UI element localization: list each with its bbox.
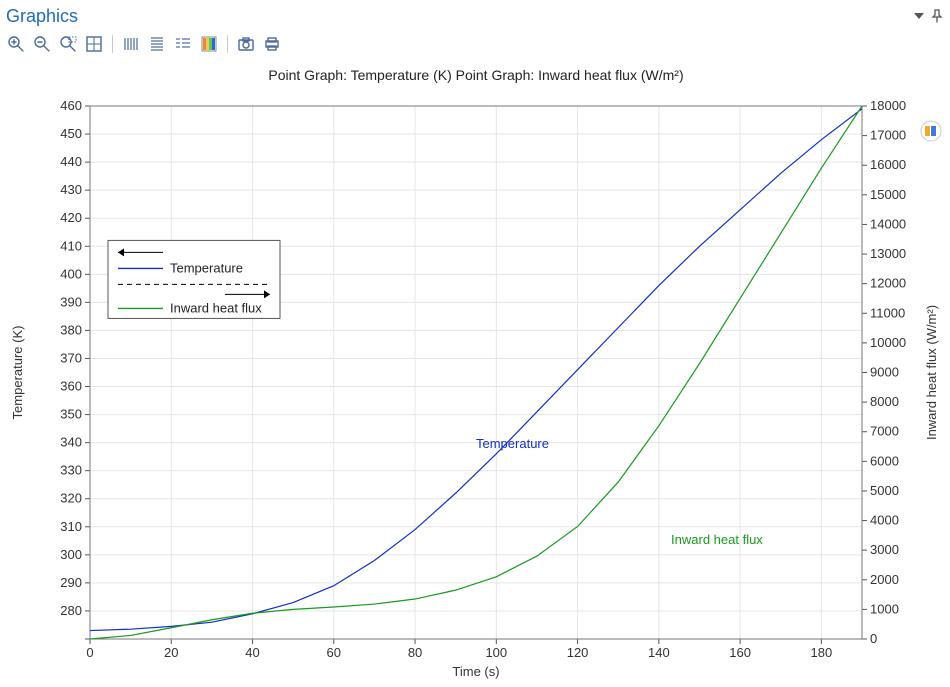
yright-tick-label: 10000 bbox=[870, 335, 906, 350]
yleft-tick-label: 330 bbox=[60, 463, 82, 478]
yleft-tick-label: 320 bbox=[60, 491, 82, 506]
series-annotation: Temperature bbox=[476, 436, 549, 451]
yleft-tick-label: 350 bbox=[60, 407, 82, 422]
titlebar-controls bbox=[914, 9, 944, 23]
graphics-panel: Graphics Point Graph: Temperature (K) Po… bbox=[0, 0, 950, 687]
x-tick-label: 40 bbox=[245, 645, 259, 660]
panel-title: Graphics bbox=[6, 6, 78, 27]
panel-pin-icon[interactable] bbox=[930, 9, 944, 23]
yright-tick-label: 14000 bbox=[870, 216, 906, 231]
yleft-tick-label: 300 bbox=[60, 547, 82, 562]
yright-tick-label: 17000 bbox=[870, 128, 906, 143]
panel-menu-arrow-icon[interactable] bbox=[914, 11, 924, 21]
yright-tick-label: 5000 bbox=[870, 483, 899, 498]
series-annotation: Inward heat flux bbox=[671, 532, 763, 547]
x-tick-label: 140 bbox=[648, 645, 670, 660]
x-axis-label: Time (s) bbox=[452, 664, 499, 679]
yright-tick-label: 12000 bbox=[870, 276, 906, 291]
yright-tick-label: 7000 bbox=[870, 424, 899, 439]
yright-tick-label: 0 bbox=[870, 631, 877, 646]
chart-canvas: Point Graph: Temperature (K) Point Graph… bbox=[0, 58, 950, 687]
x-tick-label: 120 bbox=[567, 645, 589, 660]
zoom-extents-icon[interactable] bbox=[82, 33, 106, 55]
color-table-icon[interactable] bbox=[197, 33, 221, 55]
yleft-tick-label: 440 bbox=[60, 154, 82, 169]
toolbar-separator bbox=[112, 35, 113, 53]
yleft-tick-label: 380 bbox=[60, 322, 82, 337]
yleft-tick-label: 430 bbox=[60, 182, 82, 197]
yleft-tick-label: 450 bbox=[60, 126, 82, 141]
yright-tick-label: 18000 bbox=[870, 98, 906, 113]
show-legends-icon[interactable] bbox=[171, 33, 195, 55]
yleft-axis-label: Temperature (K) bbox=[10, 326, 25, 420]
yright-tick-label: 1000 bbox=[870, 601, 899, 616]
yleft-tick-label: 280 bbox=[60, 603, 82, 618]
yleft-tick-label: 360 bbox=[60, 379, 82, 394]
panel-titlebar: Graphics bbox=[0, 0, 950, 30]
zoom-out-icon[interactable] bbox=[30, 33, 54, 55]
yleft-tick-label: 390 bbox=[60, 294, 82, 309]
yright-tick-label: 15000 bbox=[870, 187, 906, 202]
chart-title: Point Graph: Temperature (K) Point Graph… bbox=[268, 67, 683, 83]
yright-tick-label: 6000 bbox=[870, 453, 899, 468]
graphics-toolbar bbox=[0, 30, 950, 58]
x-tick-label: 160 bbox=[729, 645, 751, 660]
yright-tick-label: 4000 bbox=[870, 513, 899, 528]
yright-axis-label: Inward heat flux (W/m²) bbox=[924, 305, 939, 440]
yright-tick-label: 9000 bbox=[870, 365, 899, 380]
x-tick-label: 180 bbox=[811, 645, 833, 660]
svg-text:Inward heat flux: Inward heat flux bbox=[170, 300, 262, 315]
x-tick-label: 100 bbox=[485, 645, 507, 660]
svg-text:Temperature: Temperature bbox=[170, 260, 243, 275]
x-tick-label: 80 bbox=[408, 645, 422, 660]
yright-tick-label: 13000 bbox=[870, 246, 906, 261]
yleft-tick-label: 420 bbox=[60, 210, 82, 225]
series-temperature bbox=[90, 109, 862, 631]
x-tick-label: 20 bbox=[164, 645, 178, 660]
x-tick-label: 60 bbox=[327, 645, 341, 660]
plot-badge-icon[interactable] bbox=[920, 120, 942, 142]
plot-border bbox=[90, 106, 862, 639]
yright-tick-label: 8000 bbox=[870, 394, 899, 409]
log-x-icon[interactable] bbox=[119, 33, 143, 55]
yleft-tick-label: 370 bbox=[60, 350, 82, 365]
yleft-tick-label: 310 bbox=[60, 519, 82, 534]
snapshot-icon[interactable] bbox=[234, 33, 258, 55]
yright-tick-label: 3000 bbox=[870, 542, 899, 557]
yright-tick-label: 16000 bbox=[870, 157, 906, 172]
yright-tick-label: 2000 bbox=[870, 572, 899, 587]
log-y-icon[interactable] bbox=[145, 33, 169, 55]
toolbar-separator bbox=[227, 35, 228, 53]
yleft-tick-label: 410 bbox=[60, 238, 82, 253]
legend-box: Temperature Inward heat flux bbox=[108, 240, 280, 318]
yleft-tick-label: 460 bbox=[60, 98, 82, 113]
x-tick-label: 0 bbox=[86, 645, 93, 660]
zoom-in-icon[interactable] bbox=[4, 33, 28, 55]
yleft-tick-label: 340 bbox=[60, 435, 82, 450]
yright-tick-label: 11000 bbox=[870, 305, 905, 320]
print-icon[interactable] bbox=[260, 33, 284, 55]
zoom-box-icon[interactable] bbox=[56, 33, 80, 55]
series-inward-heat-flux bbox=[90, 106, 862, 639]
yleft-tick-label: 290 bbox=[60, 575, 82, 590]
yleft-tick-label: 400 bbox=[60, 266, 82, 281]
chart-area: Point Graph: Temperature (K) Point Graph… bbox=[0, 58, 950, 687]
